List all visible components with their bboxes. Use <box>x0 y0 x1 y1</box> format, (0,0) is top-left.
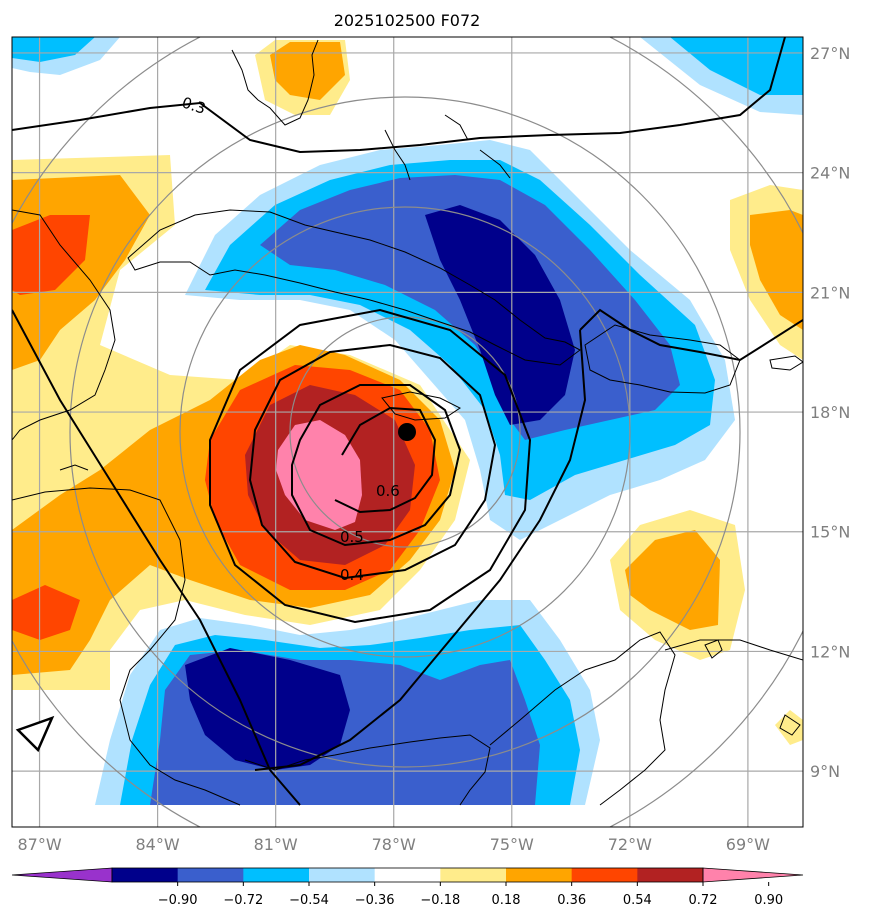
colorbar-tick-label: −0.72 <box>223 893 263 908</box>
coast-panama <box>244 734 491 806</box>
lat-tick-label: 9°N <box>810 762 840 781</box>
colorbar: −0.90 −0.72 −0.54 −0.36 −0.18 0.18 0.36 0.54 0.7… <box>11 867 804 908</box>
colorbar-segment <box>243 868 310 882</box>
colorbar-segment <box>637 868 704 882</box>
coast-venezuela <box>664 639 803 661</box>
range-ring-2 <box>179 206 631 658</box>
colorbar-extend-high <box>702 867 804 883</box>
contour-lines <box>12 37 803 806</box>
contour-0-3 <box>12 37 786 154</box>
coast-puerto-rico <box>769 355 803 371</box>
colorbar-tick-label: −0.90 <box>158 893 198 908</box>
lat-tick-label: 21°N <box>810 283 850 302</box>
colorbar-tick-label: −0.36 <box>355 893 395 908</box>
triangle-marker-icon <box>15 715 55 753</box>
lon-tick-label: 81°W <box>254 835 298 854</box>
coast-bahamas-3 <box>479 149 511 179</box>
colorbar-tick-label: 0.90 <box>754 893 783 908</box>
colorbar-tick-label: −0.18 <box>420 893 460 908</box>
colorbar-tick-label: 0.18 <box>492 893 521 908</box>
colorbar-tick-label: −0.54 <box>289 893 329 908</box>
contour-label-0-6: 0.6 <box>376 482 400 500</box>
field-neg-cyan-nw <box>12 37 95 62</box>
contour-0-3-inner <box>209 308 532 624</box>
colorbar-extend-low <box>11 867 113 883</box>
field-pos-red-west <box>12 215 90 295</box>
contour-labels: 0.3 0.6 0.5 0.4 <box>180 93 400 584</box>
colorbar-segment <box>571 868 638 882</box>
coast-bahamas-2 <box>444 114 469 141</box>
lat-tick-label: 24°N <box>810 164 850 183</box>
lat-tick-label: 18°N <box>810 403 850 422</box>
coast-aruba <box>779 714 801 736</box>
colorbar-segment <box>440 868 507 882</box>
colorbar-tick-label: 0.36 <box>557 893 586 908</box>
colorbar-segment <box>309 868 376 882</box>
contour-label-0-5: 0.5 <box>340 528 364 546</box>
colorbar-outline <box>111 867 704 883</box>
coast-small-antilles <box>704 639 723 659</box>
lon-tick-label: 87°W <box>17 835 61 854</box>
contour-outer-west <box>12 309 301 806</box>
map-frame <box>11 36 804 828</box>
field-pos-red-sw <box>12 585 80 640</box>
contour-0-6 <box>334 406 437 514</box>
contour-outer-east <box>579 308 803 362</box>
coast-central-america <box>12 487 241 806</box>
range-rings <box>12 37 803 827</box>
colorbar-segment <box>506 868 573 882</box>
lon-tick-label: 72°W <box>608 835 652 854</box>
coast-honduras-islands <box>59 464 89 471</box>
shaded-field <box>12 37 803 827</box>
coast-jamaica <box>381 391 461 421</box>
coast-hispaniola <box>584 324 741 394</box>
colorbar-tick-label: 0.54 <box>623 893 652 908</box>
lon-tick-label: 78°W <box>372 835 416 854</box>
map-panel <box>12 37 803 827</box>
lon-tick-label: 69°W <box>726 835 770 854</box>
latitude-labels: 27°N 24°N 21°N 18°N 15°N 12°N 9°N <box>810 44 850 781</box>
colorbar-segment <box>374 868 441 882</box>
colorbar-segment <box>112 868 179 882</box>
longitude-labels: 87°W 84°W 81°W 78°W 75°W 72°W 69°W <box>17 835 770 854</box>
coast-colombia <box>489 631 676 806</box>
coast-florida <box>231 39 319 126</box>
lat-tick-label: 27°N <box>810 44 850 63</box>
field-neg-navy-south <box>185 648 350 770</box>
contour-outer-south <box>254 329 587 771</box>
contour-0-5 <box>291 384 462 547</box>
contour-label-0-4: 0.4 <box>340 566 364 584</box>
lon-tick-label: 84°W <box>136 835 180 854</box>
map-title: 2025102500 F072 <box>334 11 481 30</box>
field-pos-yellow-small <box>775 710 803 745</box>
lat-tick-label: 12°N <box>810 642 850 661</box>
coast-yucatan <box>12 209 116 441</box>
lon-tick-label: 75°W <box>490 835 534 854</box>
colorbar-tick-label: 0.72 <box>689 893 718 908</box>
lat-tick-label: 15°N <box>810 523 850 542</box>
field-neg-navy-ne <box>425 205 575 425</box>
field-pos-orange-east <box>750 210 803 330</box>
coastlines <box>12 39 803 806</box>
contour-0-4 <box>248 343 497 580</box>
storm-center-marker <box>398 423 416 441</box>
field-neg-cyan-ne-corner <box>670 37 803 95</box>
colorbar-segment <box>177 868 244 882</box>
range-ring-3 <box>69 96 741 768</box>
field-pos-orange-north <box>270 42 345 100</box>
coast-cuba <box>127 209 581 366</box>
coast-bahamas-1 <box>384 129 411 181</box>
field-pos-orange-se <box>625 530 720 630</box>
